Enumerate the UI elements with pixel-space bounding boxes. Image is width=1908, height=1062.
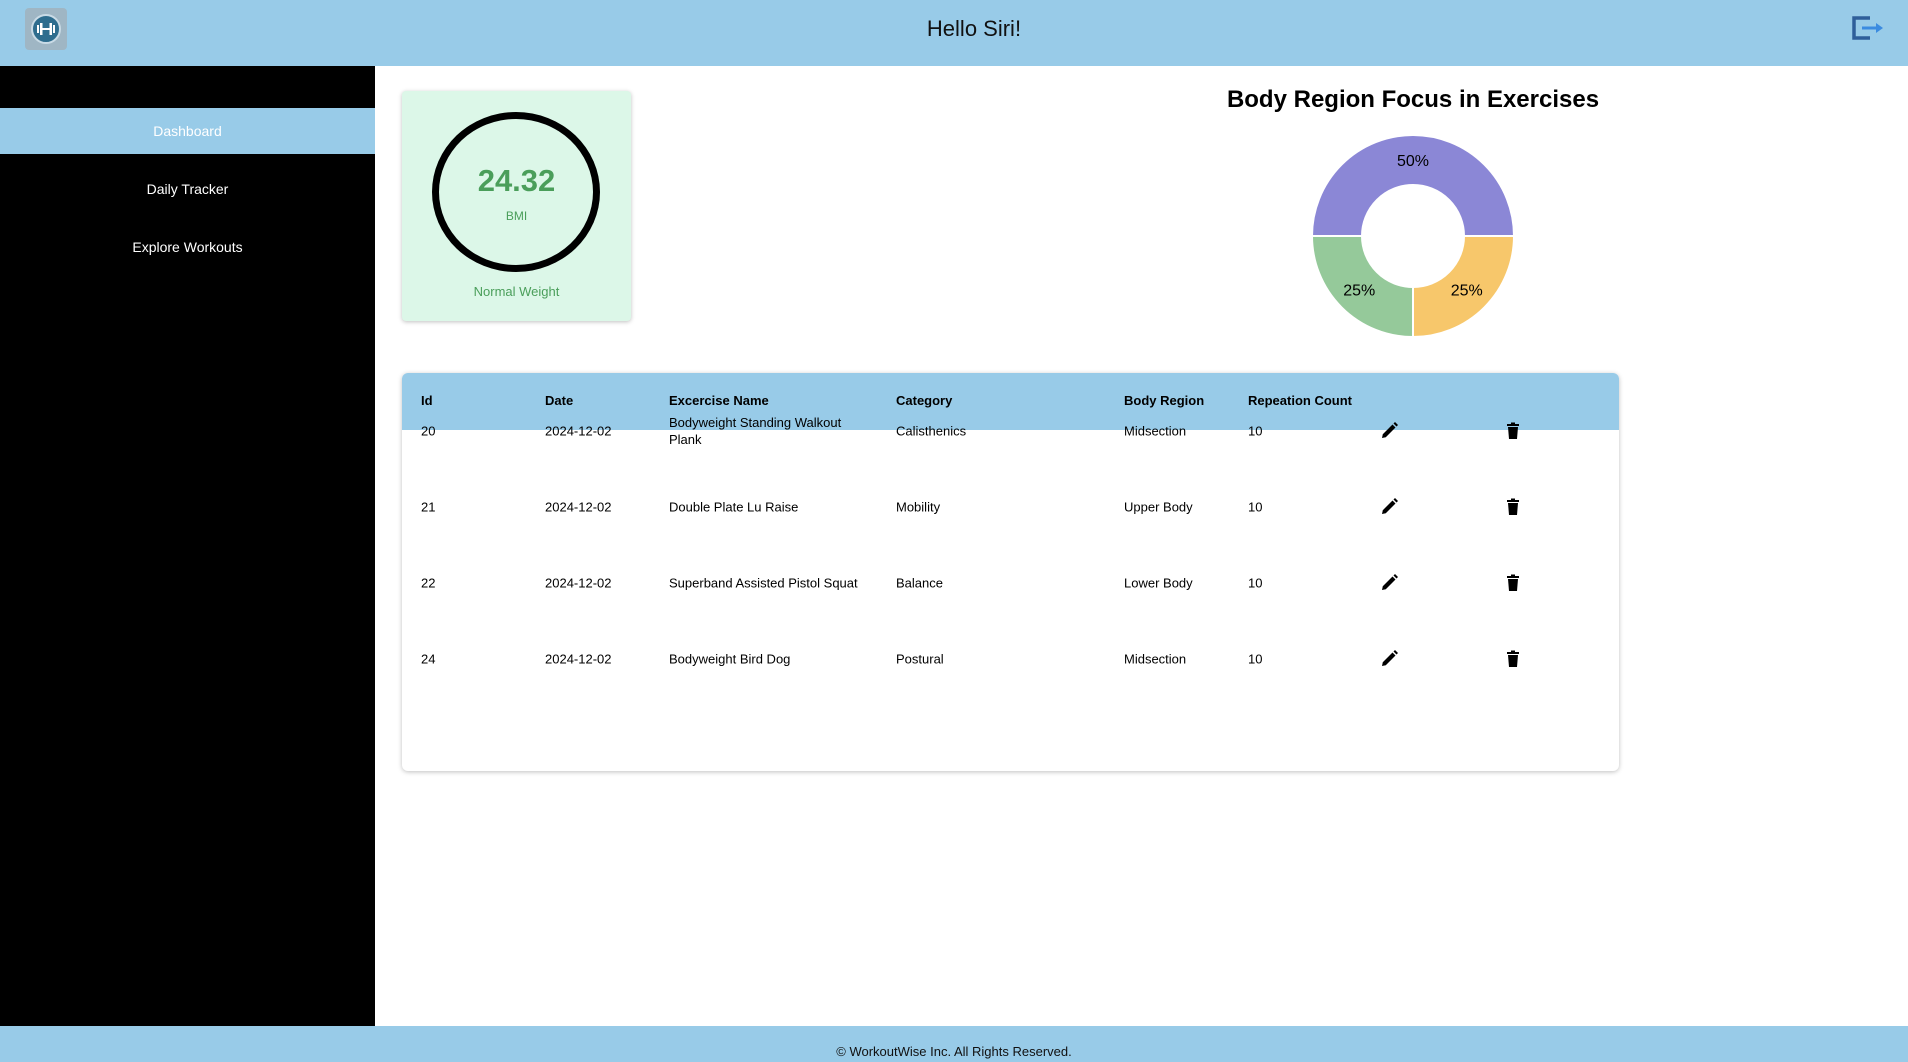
sidebar-item-explore-workouts[interactable]: Explore Workouts [0, 224, 375, 270]
edit-icon[interactable] [1379, 497, 1399, 517]
donut-slice[interactable] [1412, 235, 1514, 337]
sidebar-item-dashboard[interactable]: Dashboard [0, 108, 375, 154]
column-header-id: Id [421, 393, 433, 408]
slice-label: 25% [1343, 283, 1375, 300]
sidebar-item-label: Daily Tracker [146, 181, 229, 197]
top-bar: Hello Siri! [0, 0, 1908, 66]
row-repetition-count: 10 [1248, 651, 1263, 667]
row-exercise-name: Superband Assisted Pistol Squat [669, 575, 858, 591]
row-repetition-count: 10 [1248, 499, 1263, 515]
edit-icon[interactable] [1379, 421, 1399, 441]
dumbbell-logo-icon [31, 14, 61, 44]
row-category: Balance [896, 575, 943, 591]
delete-icon[interactable] [1503, 421, 1523, 441]
row-repetition-count: 10 [1248, 423, 1263, 439]
row-exercise-name: Bodyweight Standing Walkout Plank [669, 415, 842, 447]
bmi-ring [432, 112, 600, 272]
row-id: 20 [421, 423, 436, 439]
table-row: 21 2024-12-02 Double Plate Lu Raise Mobilit… [402, 469, 1619, 545]
donut-slice[interactable] [1312, 135, 1514, 237]
row-repetition-count: 10 [1248, 575, 1263, 591]
bmi-label: BMI [505, 209, 528, 223]
table-row: 22 2024-12-02 Superband Assisted Pistol Sq… [402, 545, 1619, 621]
column-header-repetition-count: Repeation Count [1248, 393, 1352, 408]
page-title: Hello Siri! [926, 16, 1022, 41]
row-exercise-name: Bodyweight Bird Dog [669, 651, 791, 667]
exercise-table: Id Date Excercise Name Category Body Reg… [402, 373, 1619, 771]
app-logo[interactable] [25, 8, 67, 50]
row-category: Postural [896, 651, 944, 667]
footer: © WorkoutWise Inc. All Rights Reserved. [0, 1026, 1908, 1062]
edit-icon[interactable] [1379, 649, 1399, 669]
sidebar-item-daily-tracker[interactable]: Daily Tracker [0, 166, 375, 212]
bmi-value: 24.32 [477, 163, 556, 198]
footer-text: © WorkoutWise Inc. All Rights Reserved. [836, 1044, 1072, 1059]
table-row: 24 2024-12-02 Bodyweight Bird Dog Postural M… [402, 621, 1619, 697]
chart-title: Body Region Focus in Exercises [1226, 86, 1600, 113]
donut-chart: 50% 25% 25% [1312, 135, 1514, 337]
sidebar-item-label: Dashboard [153, 123, 222, 139]
row-category: Mobility [896, 499, 941, 515]
row-date: 2024-12-02 [545, 651, 612, 667]
row-body-region: Midsection [1124, 651, 1187, 667]
row-category: Calisthenics [896, 423, 967, 439]
row-body-region: Lower Body [1124, 575, 1193, 591]
donut-slice[interactable] [1312, 235, 1414, 337]
edit-icon[interactable] [1379, 573, 1399, 593]
delete-icon[interactable] [1503, 573, 1523, 593]
logout-icon[interactable] [1850, 14, 1884, 42]
row-date: 2024-12-02 [545, 499, 612, 515]
slice-label: 50% [1397, 153, 1429, 170]
row-date: 2024-12-02 [545, 423, 612, 439]
row-id: 24 [421, 651, 436, 667]
column-header-body-region: Body Region [1124, 393, 1205, 408]
row-body-region: Upper Body [1124, 499, 1193, 515]
sidebar: Dashboard Daily Tracker Explore Workouts [0, 66, 375, 1026]
column-header-category: Category [896, 393, 953, 408]
table-header: Id Date Excercise Name Category Body Reg… [402, 373, 1619, 430]
row-exercise-name: Double Plate Lu Raise [669, 499, 799, 515]
row-id: 21 [421, 499, 436, 515]
slice-label: 25% [1451, 283, 1483, 300]
bmi-status: Normal Weight [473, 284, 560, 299]
row-body-region: Midsection [1124, 423, 1187, 439]
column-header-date: Date [545, 393, 574, 408]
row-date: 2024-12-02 [545, 575, 612, 591]
column-header-exercise-name: Excercise Name [669, 393, 769, 408]
delete-icon[interactable] [1503, 497, 1523, 517]
delete-icon[interactable] [1503, 649, 1523, 669]
sidebar-item-label: Explore Workouts [132, 239, 243, 255]
row-id: 22 [421, 575, 436, 591]
table-row: 20 2024-12-02 Bodyweight Standing Walkout … [402, 393, 1619, 469]
bmi-card: 24.32 BMI Normal Weight [402, 91, 631, 321]
